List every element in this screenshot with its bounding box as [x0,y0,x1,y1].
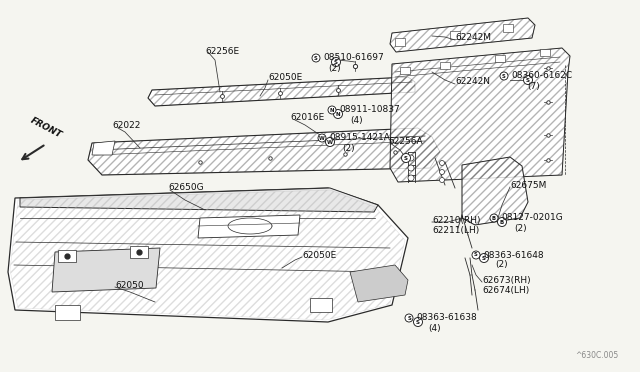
Circle shape [490,214,498,222]
Text: 62050: 62050 [115,280,143,289]
Text: 08911-10837: 08911-10837 [339,106,400,115]
Text: 08363-61648: 08363-61648 [483,250,543,260]
Circle shape [524,76,532,84]
Polygon shape [390,18,535,52]
Circle shape [332,58,340,67]
Bar [495,55,505,62]
Text: S: S [474,253,478,257]
Polygon shape [462,157,528,225]
Bar [540,49,550,56]
Text: (4): (4) [428,324,440,333]
Circle shape [500,72,508,80]
Text: 62242M: 62242M [455,33,491,42]
Text: (2): (2) [342,144,355,153]
Text: S: S [482,256,486,260]
Circle shape [497,218,506,227]
Text: (2): (2) [514,224,527,232]
Text: (7): (7) [527,81,540,90]
Polygon shape [390,48,570,182]
Text: B: B [500,219,504,224]
Text: 62050E: 62050E [302,250,336,260]
Polygon shape [92,141,115,155]
Circle shape [333,109,342,119]
Circle shape [405,314,413,322]
Text: S: S [416,320,420,324]
Text: 08363-61638: 08363-61638 [416,314,477,323]
Text: S: S [334,60,338,64]
Text: 62675M: 62675M [510,180,547,189]
Text: N: N [330,108,334,112]
Text: 62050E: 62050E [268,74,302,83]
Circle shape [472,251,480,259]
Text: N: N [336,112,340,116]
Text: S: S [502,74,506,78]
Polygon shape [8,188,408,322]
Circle shape [440,177,445,183]
Polygon shape [148,77,415,106]
Text: 62673(RH): 62673(RH) [482,276,531,285]
Circle shape [479,253,488,263]
Text: 62242N: 62242N [455,77,490,87]
Circle shape [328,106,336,114]
Circle shape [401,154,410,163]
Bar [55,305,80,320]
Polygon shape [52,248,160,292]
Circle shape [408,165,414,171]
Text: S: S [314,55,318,61]
Text: 08915-1421A: 08915-1421A [329,134,390,142]
Bar [395,38,405,46]
Text: 62650G: 62650G [168,183,204,192]
Bar [130,246,148,258]
Text: 62211(LH): 62211(LH) [432,225,479,234]
Text: B: B [492,215,496,221]
Text: (4): (4) [350,115,363,125]
Text: 62210(RH): 62210(RH) [432,215,481,224]
Text: S: S [526,77,530,83]
Text: 08360-6162C: 08360-6162C [511,71,572,80]
Circle shape [440,170,445,174]
Bar [450,31,460,39]
Text: FRONT: FRONT [29,116,63,140]
Polygon shape [88,128,440,175]
Text: W: W [327,140,333,144]
Circle shape [312,54,320,62]
Bar [310,298,332,312]
Text: ^630C.005: ^630C.005 [575,351,618,360]
Circle shape [413,317,422,327]
Polygon shape [350,265,408,302]
Circle shape [408,175,414,181]
Circle shape [440,160,445,166]
Circle shape [318,134,326,142]
Text: W: W [319,135,325,141]
Bar [58,250,76,262]
Polygon shape [20,188,378,212]
Text: 62022: 62022 [112,122,140,131]
Text: (2): (2) [495,260,508,269]
Bar [400,67,410,74]
Text: S: S [404,155,408,160]
Text: 08127-0201G: 08127-0201G [501,214,563,222]
Bar [503,24,513,32]
Circle shape [408,155,414,161]
Text: 62016E: 62016E [290,113,324,122]
Polygon shape [198,215,300,238]
Bar [440,62,450,69]
Text: (2): (2) [328,64,340,73]
Circle shape [326,138,335,147]
Text: 62674(LH): 62674(LH) [482,285,529,295]
Text: 62256A: 62256A [388,138,422,147]
Text: S: S [407,315,411,321]
Text: 08510-61697: 08510-61697 [323,54,384,62]
Text: 62256E: 62256E [205,48,239,57]
